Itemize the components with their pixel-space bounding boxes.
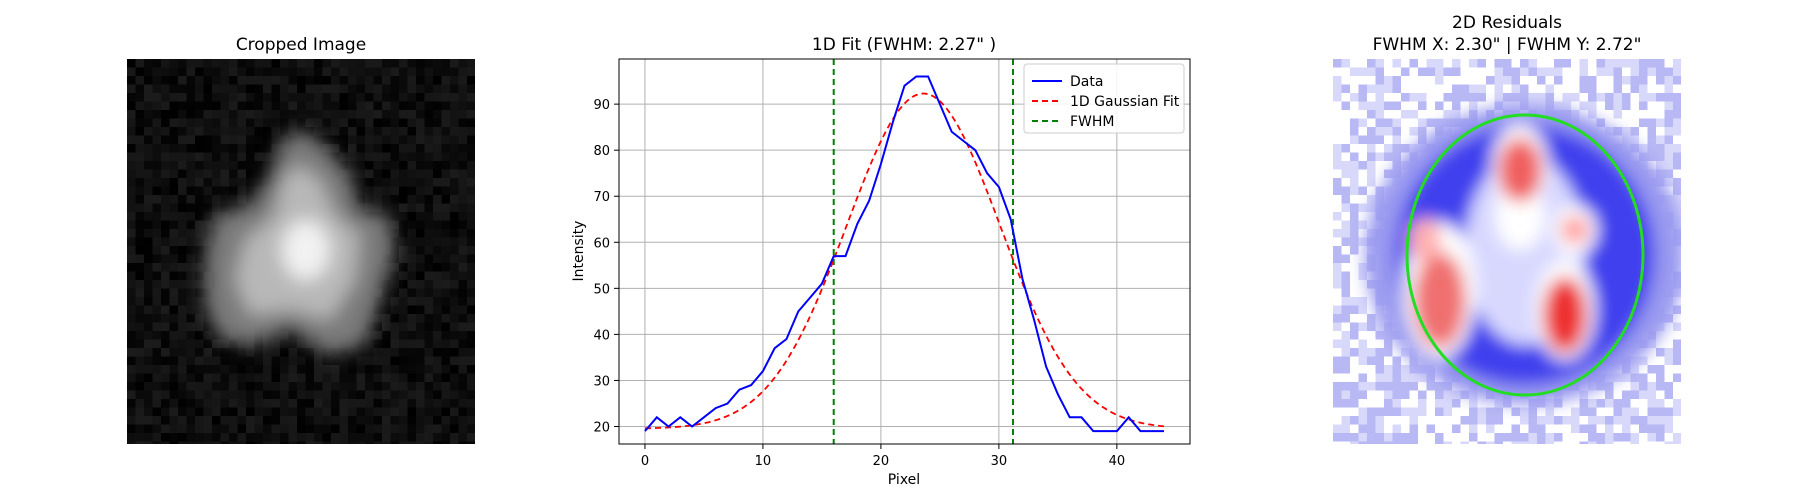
y-tick-label: 20 (593, 421, 610, 436)
y-tick-label: 70 (593, 190, 610, 205)
y-tick-label: 60 (593, 236, 610, 251)
y-tick-label: 80 (593, 144, 610, 159)
x-axis-label: Pixel (888, 472, 920, 488)
grid (619, 59, 1190, 444)
residual-structure (1365, 105, 1681, 405)
right-panel-title-line2: FWHM X: 2.30" | FWHM Y: 2.72" (1373, 35, 1642, 55)
middle-panel-title: 1D Fit (FWHM: 2.27" ) (812, 35, 996, 55)
y-tick-label: 30 (593, 374, 610, 389)
series-data-line (644, 75, 1164, 433)
right-panel-title-line1: 2D Residuals (1452, 13, 1562, 33)
x-tick-label: 10 (755, 454, 772, 469)
x-tick-label: 40 (1109, 454, 1126, 469)
residuals-image (1333, 59, 1681, 444)
legend: Data 1D Gaussian Fit FWHM (1023, 63, 1185, 134)
y-tick-label: 40 (593, 328, 610, 343)
y-tick-label: 90 (593, 98, 610, 113)
ticks: 0 10 20 30 40 20 30 40 50 60 70 80 90 (593, 98, 1125, 469)
y-axis-label: Intensity (571, 221, 587, 282)
fwhm-lines (832, 59, 1015, 444)
y-tick-label: 50 (593, 282, 610, 297)
legend-label-fit: 1D Gaussian Fit (1070, 94, 1180, 110)
series-gaussian-fit-line (645, 92, 1165, 430)
fwhm-ellipse (1405, 113, 1645, 397)
cropped-image (127, 59, 475, 444)
x-tick-label: 30 (991, 454, 1008, 469)
left-panel-title: Cropped Image (236, 35, 366, 55)
star-blob (205, 130, 395, 355)
legend-label-fwhm: FWHM (1070, 114, 1115, 130)
x-tick-label: 20 (873, 454, 890, 469)
legend-label-data: Data (1070, 74, 1103, 90)
x-tick-label: 0 (641, 454, 649, 469)
plot-area-frame (618, 58, 1191, 445)
